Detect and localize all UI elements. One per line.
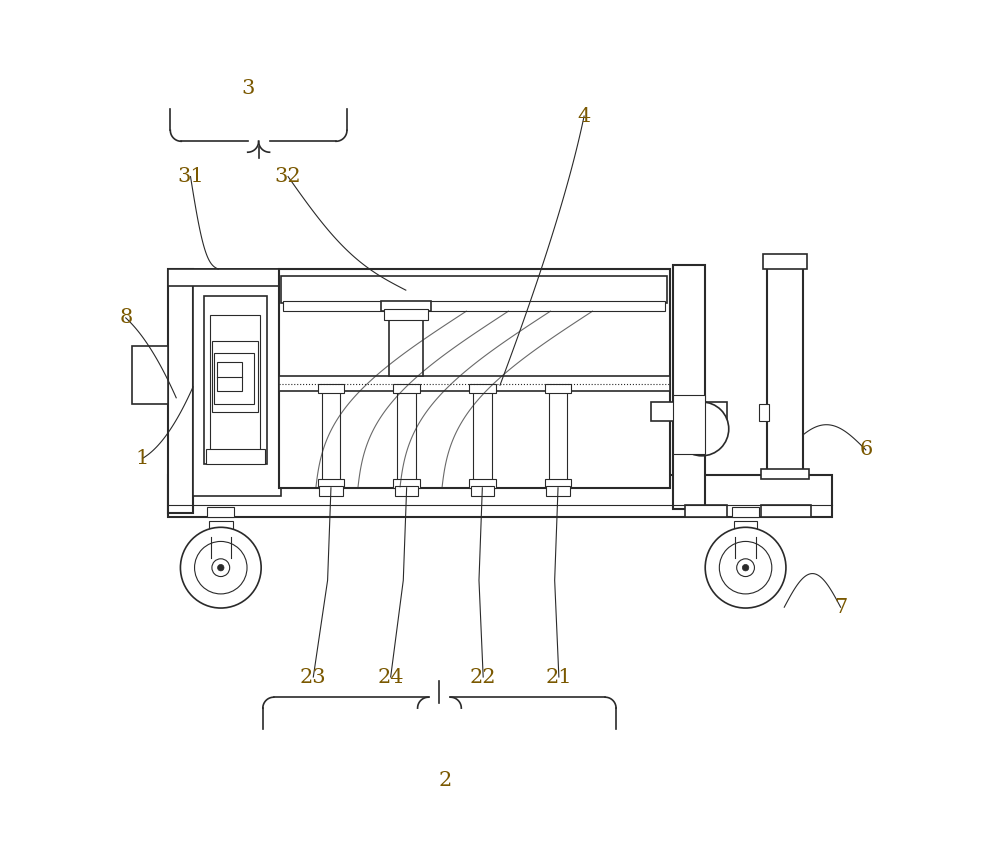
Bar — [193, 269, 281, 496]
Circle shape — [719, 542, 772, 594]
Bar — [132, 346, 168, 404]
Text: 23: 23 — [300, 668, 327, 686]
Bar — [319, 486, 343, 496]
Circle shape — [212, 558, 230, 577]
Bar — [651, 402, 727, 420]
Bar — [395, 486, 418, 496]
Bar — [212, 341, 258, 412]
Bar — [322, 390, 340, 488]
Bar — [318, 384, 344, 393]
Bar — [673, 265, 705, 509]
Bar — [210, 315, 260, 454]
Text: 8: 8 — [119, 309, 132, 327]
Bar — [469, 384, 496, 393]
Bar — [761, 505, 811, 517]
Text: 1: 1 — [136, 449, 149, 468]
Bar — [204, 296, 267, 464]
Text: 3: 3 — [241, 79, 254, 98]
Text: 24: 24 — [377, 668, 404, 686]
Circle shape — [675, 402, 729, 456]
Text: 31: 31 — [177, 167, 204, 186]
Bar — [217, 362, 242, 391]
Circle shape — [705, 527, 786, 608]
Circle shape — [218, 564, 224, 571]
Circle shape — [195, 542, 247, 594]
Text: 4: 4 — [577, 107, 591, 125]
Bar — [206, 449, 265, 464]
Text: 32: 32 — [275, 167, 301, 186]
Bar — [761, 469, 809, 479]
Bar — [549, 390, 567, 488]
Bar — [168, 269, 281, 286]
Bar — [767, 265, 803, 475]
Bar — [393, 384, 420, 393]
Bar — [732, 507, 759, 517]
Bar — [168, 269, 193, 513]
Bar — [546, 486, 570, 496]
Bar — [207, 507, 234, 517]
Bar — [545, 479, 571, 488]
Bar — [281, 276, 667, 303]
Bar — [763, 254, 807, 269]
Bar — [685, 505, 727, 517]
Bar — [318, 479, 344, 488]
Bar — [673, 395, 705, 454]
Bar — [214, 353, 254, 404]
Bar — [469, 479, 496, 488]
Bar — [545, 384, 571, 393]
Bar — [384, 309, 428, 320]
Bar — [389, 309, 423, 376]
Bar — [381, 301, 431, 311]
Bar — [279, 376, 670, 391]
Bar — [209, 521, 233, 537]
Bar — [759, 404, 769, 420]
Text: 7: 7 — [834, 598, 847, 616]
Bar — [168, 475, 832, 517]
Bar — [393, 479, 420, 488]
Text: 21: 21 — [546, 668, 572, 686]
Circle shape — [742, 564, 749, 571]
Bar — [734, 521, 757, 537]
Text: 2: 2 — [439, 771, 452, 790]
Text: 22: 22 — [470, 668, 496, 686]
Bar — [279, 269, 670, 488]
Text: 6: 6 — [859, 441, 872, 459]
Circle shape — [180, 527, 261, 608]
Circle shape — [737, 558, 754, 577]
Bar — [471, 486, 494, 496]
Bar — [283, 301, 665, 311]
Bar — [473, 390, 492, 488]
Bar — [397, 390, 416, 488]
